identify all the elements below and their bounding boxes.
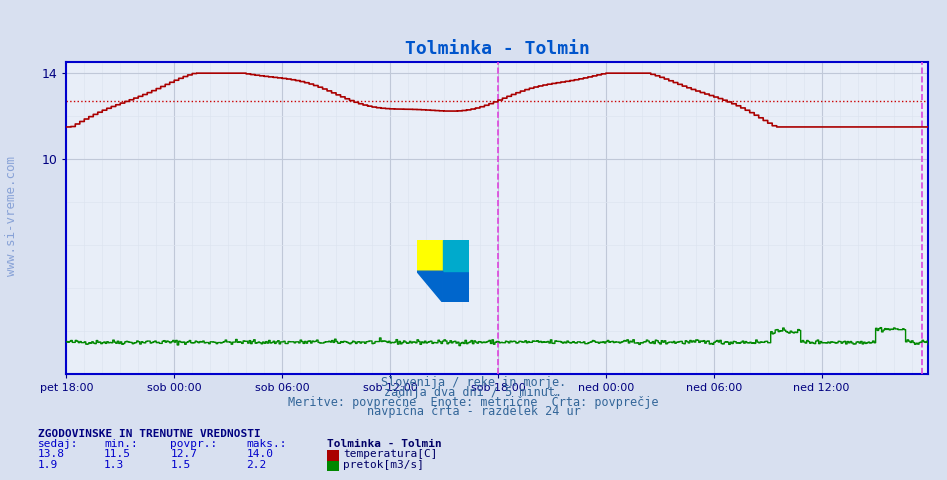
- Bar: [443, 271, 469, 302]
- Text: temperatura[C]: temperatura[C]: [343, 449, 438, 459]
- Title: Tolminka - Tolmin: Tolminka - Tolmin: [404, 40, 590, 58]
- Text: www.si-vreme.com: www.si-vreme.com: [5, 156, 18, 276]
- Text: 1.9: 1.9: [38, 459, 58, 469]
- Text: 14.0: 14.0: [246, 449, 274, 459]
- Text: Tolminka - Tolmin: Tolminka - Tolmin: [327, 439, 441, 449]
- Text: 12.7: 12.7: [170, 449, 198, 459]
- Text: Slovenija / reke in morje.: Slovenija / reke in morje.: [381, 376, 566, 389]
- Text: navpična črta - razdelek 24 ur: navpična črta - razdelek 24 ur: [366, 405, 581, 418]
- Text: ZGODOVINSKE IN TRENUTNE VREDNOSTI: ZGODOVINSKE IN TRENUTNE VREDNOSTI: [38, 429, 260, 439]
- Text: min.:: min.:: [104, 439, 138, 449]
- Text: 2.2: 2.2: [246, 459, 266, 469]
- Bar: [443, 240, 469, 271]
- Text: 13.8: 13.8: [38, 449, 65, 459]
- Text: pretok[m3/s]: pretok[m3/s]: [343, 459, 424, 469]
- Text: Meritve: povprečne  Enote: metrične  Črta: povprečje: Meritve: povprečne Enote: metrične Črta:…: [288, 394, 659, 408]
- Text: 1.5: 1.5: [170, 459, 190, 469]
- Text: povpr.:: povpr.:: [170, 439, 218, 449]
- Text: sedaj:: sedaj:: [38, 439, 79, 449]
- Text: 1.3: 1.3: [104, 459, 124, 469]
- Polygon shape: [417, 271, 443, 302]
- Text: 11.5: 11.5: [104, 449, 132, 459]
- Bar: [417, 240, 443, 271]
- Text: maks.:: maks.:: [246, 439, 287, 449]
- Text: zadnja dva dni / 5 minut.: zadnja dva dni / 5 minut.: [384, 386, 563, 399]
